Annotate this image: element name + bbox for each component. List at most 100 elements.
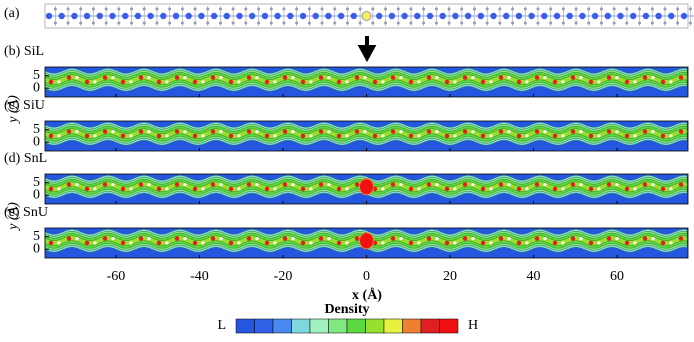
atom-density (183, 236, 187, 241)
atom-density (228, 79, 234, 85)
atom-density (489, 134, 493, 138)
atom-density (120, 240, 126, 246)
atom (490, 12, 497, 20)
atom (325, 12, 332, 20)
atom-small (345, 7, 349, 11)
atom-density (606, 182, 612, 187)
atom-density (615, 129, 619, 134)
atom-density (354, 236, 360, 241)
atom-small (587, 7, 591, 11)
atom-small (511, 21, 515, 25)
atom-small (409, 7, 413, 11)
atom-density (552, 79, 558, 85)
atom-density (525, 187, 529, 191)
atom (172, 12, 180, 20)
atom-small (155, 7, 159, 11)
defect-density (359, 232, 374, 250)
atom-density (480, 240, 486, 246)
atom-small (384, 7, 388, 11)
colorbar-cell (235, 318, 255, 334)
colorbar-cell (346, 318, 366, 334)
atom-small (561, 21, 565, 25)
atom-density (309, 241, 313, 245)
atom-small (104, 7, 108, 11)
atom-small (295, 21, 299, 25)
y-tick-label: 5 (33, 175, 40, 190)
atom-small (155, 21, 159, 25)
atom-density (399, 129, 403, 134)
atom-density (273, 241, 277, 245)
atom-density (633, 134, 637, 138)
atom-small (663, 7, 667, 11)
atom-density (165, 187, 169, 191)
atom-density (327, 129, 331, 134)
colorbar-cell (383, 318, 403, 334)
atom-density (525, 134, 529, 138)
atom-density (606, 236, 612, 241)
atom-density (300, 133, 306, 139)
atom-small (422, 21, 426, 25)
atom-small (91, 21, 95, 25)
atom-small (434, 7, 438, 11)
atom-small (180, 21, 184, 25)
atom-density (507, 75, 511, 80)
atom-density (165, 241, 169, 245)
atom-density (273, 187, 277, 191)
atom-density (57, 80, 61, 84)
colorbar-cell (328, 318, 348, 334)
y-tick-label: 5 (33, 122, 40, 137)
atom (83, 12, 91, 20)
colorbar-title: Density (324, 302, 369, 317)
atom-density (498, 236, 504, 241)
atom-density (471, 182, 475, 187)
atom-density (417, 134, 421, 138)
atom-small (688, 21, 692, 25)
atom-density (597, 134, 601, 138)
colorbar-cell (254, 318, 274, 334)
atom-small (333, 21, 337, 25)
colorbar-cell (402, 318, 422, 334)
atom-density (678, 129, 684, 134)
atom-small (472, 21, 476, 25)
atom-density (318, 236, 324, 241)
atom-density (417, 80, 421, 84)
atom-density (57, 134, 61, 138)
atom-density (57, 187, 61, 191)
atom-density (597, 241, 601, 245)
atom-density (237, 80, 241, 84)
atom-density (489, 187, 493, 191)
atom-density (552, 133, 558, 139)
atom-small (396, 21, 400, 25)
atom-density (183, 75, 187, 80)
atom-density (219, 129, 223, 134)
x-tick-label: -20 (274, 269, 293, 284)
atom-density (363, 75, 367, 80)
atom-small (282, 21, 286, 25)
atom (274, 12, 281, 20)
atom-small (574, 21, 578, 25)
atom-density (651, 182, 655, 187)
atom-density (345, 187, 349, 191)
atom-density (174, 129, 180, 134)
atom-density (480, 133, 486, 139)
atom (515, 12, 523, 20)
atom-density (615, 236, 619, 241)
atom-density (345, 241, 349, 245)
atom-density (201, 241, 205, 245)
atom-small (472, 7, 476, 11)
atom (122, 12, 129, 20)
atom-density (138, 236, 144, 241)
atom-density (129, 241, 133, 245)
atom-small (117, 21, 121, 25)
atom-density (372, 79, 378, 85)
atom-density (516, 79, 522, 85)
atom-density (624, 240, 630, 246)
x-tick-label: -60 (107, 269, 126, 284)
atom (337, 12, 345, 20)
atom-density (399, 236, 403, 241)
atom-small (180, 7, 184, 11)
panel-label: (e) SnU (4, 205, 48, 220)
atom-density (444, 186, 450, 192)
atom (109, 12, 116, 20)
atom-density (597, 187, 601, 191)
